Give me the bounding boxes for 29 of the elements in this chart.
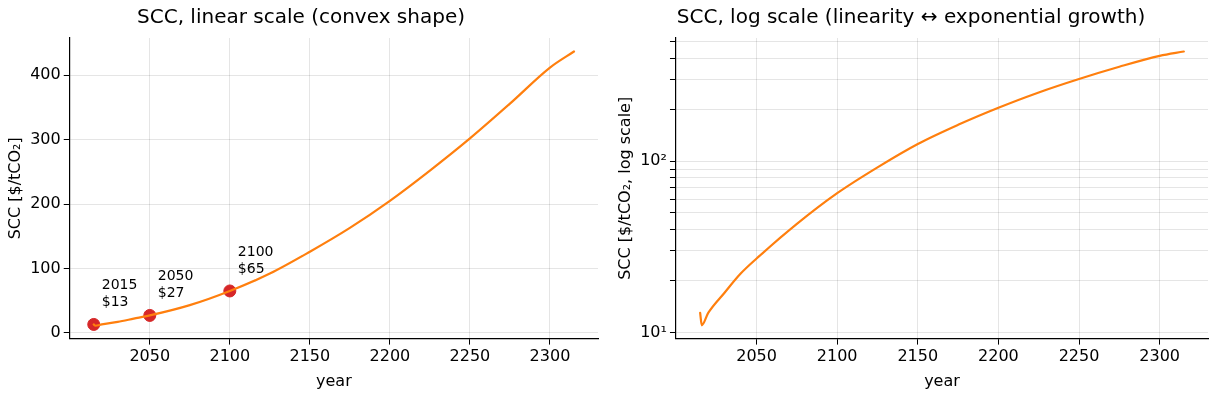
x-tick-label: 2300 — [1139, 346, 1180, 366]
y-tick-label: 0 — [50, 321, 61, 341]
y-tick-label: 100 — [30, 257, 61, 277]
data-label: 2050 $27 — [157, 267, 194, 301]
x-tick-label: 2050 — [129, 346, 171, 366]
line-series — [699, 50, 1185, 327]
x-tick-label: 2100 — [209, 346, 251, 366]
y-axis-title: SCC [$/tCO₂] — [4, 137, 24, 240]
x-tick-label: 2150 — [289, 346, 331, 366]
x-tick-label: 2250 — [449, 346, 491, 366]
x-tick-label: 2200 — [369, 346, 411, 366]
data-label: 2100 $65 — [237, 242, 274, 276]
x-tick-label: 2200 — [978, 346, 1019, 366]
x-tick-label: 2150 — [897, 346, 939, 366]
y-tick-label: 300 — [30, 128, 61, 148]
y-tick-label: 200 — [30, 193, 61, 213]
x-tick-label: 2300 — [529, 346, 571, 366]
y-axis-title: SCC [$/tCO₂, log scale] — [614, 96, 634, 280]
x-axis-title: year — [924, 370, 961, 390]
chart-title: SCC, log scale (linearity ↔ exponential growth) — [676, 4, 1146, 29]
y-tick-label: 400 — [30, 64, 61, 84]
x-tick-label: 2250 — [1058, 346, 1100, 366]
x-axis-title: year — [316, 370, 353, 390]
y-tick-label: 10² — [640, 150, 667, 170]
y-tick-label: 10¹ — [640, 321, 667, 341]
x-tick-label: 2050 — [736, 346, 777, 366]
x-tick-label: 2100 — [816, 346, 858, 366]
chart-title: SCC, linear scale (convex shape) — [136, 4, 466, 29]
data-label: 2015 $13 — [101, 276, 138, 310]
